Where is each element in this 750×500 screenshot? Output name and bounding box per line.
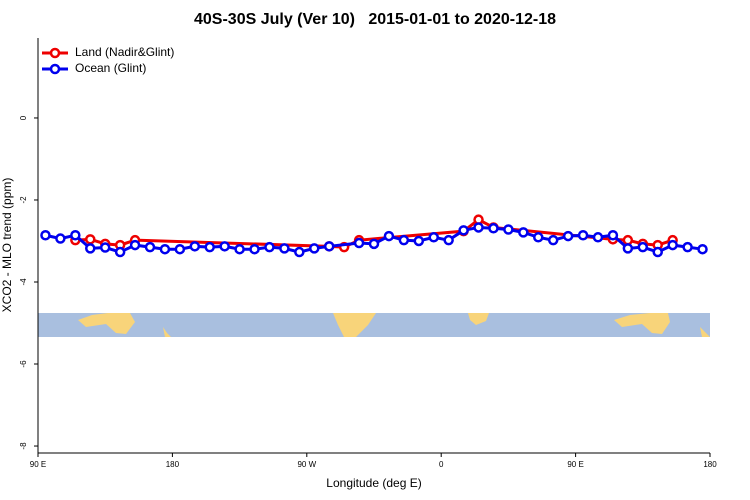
data-point	[503, 224, 514, 235]
data-point	[368, 238, 380, 250]
legend-marker	[49, 63, 61, 75]
legend-label: Land (Nadir&Glint)	[75, 45, 174, 59]
data-point	[294, 246, 305, 258]
y-tick-label: -6	[19, 360, 28, 368]
data-point	[473, 222, 484, 233]
data-point	[219, 241, 230, 252]
data-point	[279, 243, 290, 254]
x-tick-label: 90 E	[567, 460, 583, 469]
data-point	[577, 229, 589, 241]
data-point	[264, 241, 275, 253]
legend-marker	[49, 47, 61, 59]
x-tick-label: 90 W	[297, 460, 316, 469]
legend-label: Ocean (Glint)	[75, 61, 146, 75]
data-point	[309, 243, 320, 254]
data-point	[562, 230, 574, 242]
data-point	[144, 241, 156, 253]
data-point	[70, 229, 81, 241]
data-point	[697, 243, 708, 255]
data-point	[40, 229, 51, 241]
data-point	[383, 230, 395, 242]
data-point	[99, 242, 111, 253]
x-tick-label: 90 E	[30, 460, 46, 469]
data-point	[652, 246, 663, 258]
y-axis-label: XCO2 - MLO trend (ppm)	[0, 178, 14, 313]
data-point	[114, 246, 126, 258]
x-axis-label: Longitude (deg E)	[326, 476, 421, 490]
data-point	[413, 235, 425, 247]
chart-title: 40S-30S July (Ver 10) 2015-01-01 to 2020…	[194, 11, 556, 28]
data-point	[234, 243, 245, 255]
data-point	[323, 241, 335, 252]
data-point	[55, 233, 66, 244]
data-point	[682, 241, 693, 253]
data-point	[249, 243, 260, 255]
y-tick-label: 0	[19, 115, 28, 120]
data-point	[443, 234, 454, 246]
data-point	[189, 241, 201, 252]
data-point	[85, 243, 96, 254]
series-line	[75, 217, 674, 249]
data-point	[159, 243, 171, 255]
data-point	[607, 229, 619, 241]
data-point	[488, 223, 499, 234]
data-point	[622, 243, 634, 254]
data-point	[428, 232, 439, 243]
data-point	[458, 225, 469, 236]
data-point	[547, 234, 559, 246]
x-tick-label: 180	[703, 460, 717, 469]
data-point	[174, 243, 186, 255]
data-point	[533, 232, 544, 243]
data-point	[518, 227, 529, 238]
y-tick-label: -2	[19, 196, 28, 204]
data-point	[204, 241, 215, 253]
data-point	[398, 234, 410, 246]
x-tick-label: 0	[439, 460, 444, 469]
data-point	[622, 234, 634, 246]
data-point	[637, 241, 649, 253]
data-point	[667, 239, 678, 251]
data-point	[85, 234, 96, 245]
x-tick-label: 180	[166, 460, 180, 469]
data-point	[353, 237, 365, 249]
data-point	[592, 232, 604, 243]
data-point	[129, 239, 141, 251]
y-tick-label: -8	[19, 442, 28, 450]
y-tick-label: -4	[19, 278, 28, 286]
map-strip	[38, 313, 710, 337]
